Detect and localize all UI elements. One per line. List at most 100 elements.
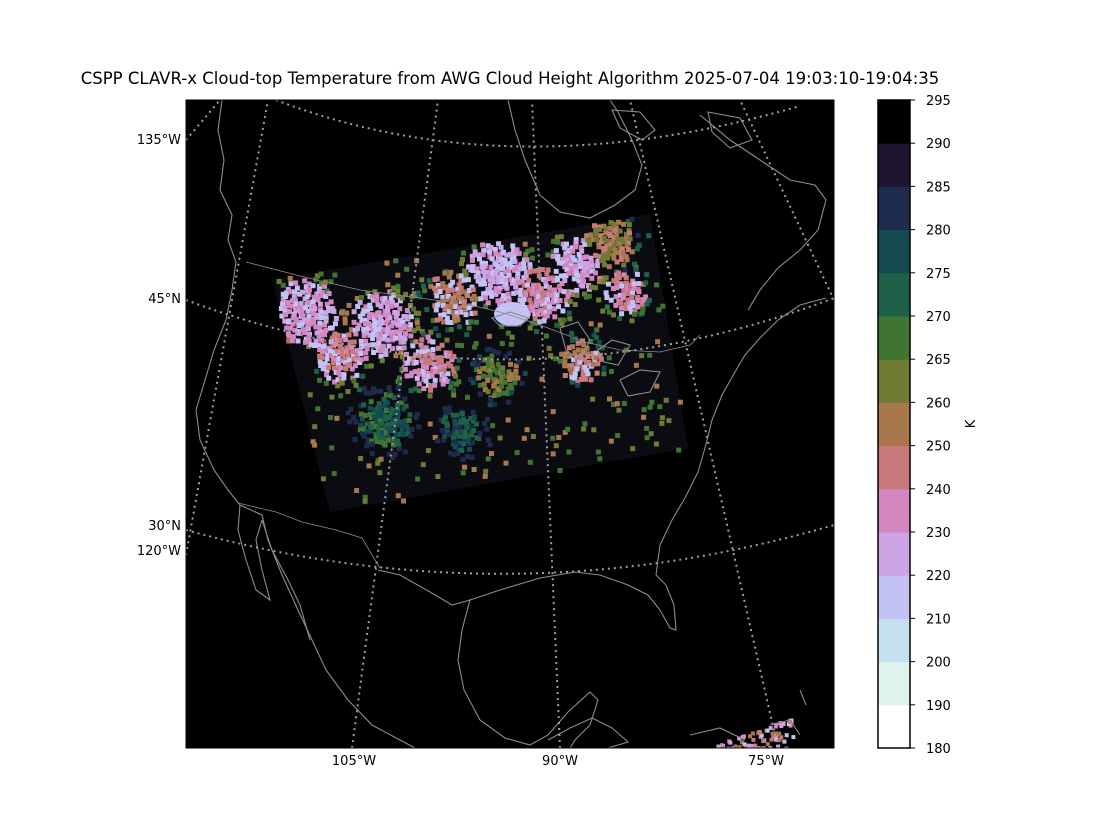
cloud-pixel	[395, 411, 401, 417]
cloud-pixel	[456, 282, 462, 288]
cloud-pixel	[584, 367, 590, 373]
cloud-pixel	[552, 314, 558, 320]
cloud-pixel	[351, 415, 357, 420]
cloud-pixel	[481, 278, 487, 284]
cloud-pixel	[657, 404, 663, 410]
cloud-pixel	[388, 295, 394, 301]
cloud-pixel	[629, 309, 635, 315]
cloud-pixel	[773, 724, 778, 729]
cloud-pixel	[432, 434, 438, 440]
cloud-pixel	[465, 454, 470, 460]
cloud-pixel	[394, 402, 400, 408]
cloud-pixel	[567, 316, 573, 322]
cloud-pixel	[343, 349, 349, 355]
cloud-pixel	[293, 301, 299, 307]
cloud-pixel	[320, 290, 326, 295]
cloud-pixel	[588, 338, 594, 344]
cloud-pixel	[403, 291, 409, 297]
cloud-pixel	[484, 367, 490, 373]
coastlines	[195, 100, 827, 748]
cloud-pixel	[360, 430, 365, 436]
cloud-pixel	[461, 303, 467, 309]
us-mexico-border	[237, 502, 381, 569]
cloud-pixel	[443, 410, 449, 416]
cloud-pixel	[523, 269, 529, 275]
lat-label-45n: 45°N	[148, 292, 181, 307]
cloud-pixel	[585, 265, 590, 271]
cloud-pixel	[487, 286, 493, 292]
cloud-pixel	[456, 290, 462, 296]
cloud-pixel	[457, 305, 462, 311]
cloud-pixel	[376, 341, 382, 346]
cloud-pixel	[388, 411, 394, 417]
cloud-pixel	[559, 321, 565, 327]
cloud-pixel	[506, 265, 512, 271]
cloud-pixel	[521, 296, 527, 302]
cloud-pixel	[385, 299, 391, 305]
cloud-pixel	[463, 424, 469, 430]
cloud-pixel	[416, 371, 422, 377]
cloud-pixel	[589, 263, 595, 269]
cloud-pixel	[485, 243, 491, 249]
cloud-pixel	[331, 365, 337, 371]
cloud-pixel	[407, 322, 413, 328]
cloud-pixel	[321, 344, 326, 350]
cloud-pixel	[352, 363, 358, 369]
cloud-pixel	[364, 343, 369, 348]
cloud-pixel	[368, 415, 374, 420]
latitude-labels: 135°W 45°N 30°N 120°W	[137, 133, 181, 559]
cloud-pixel	[430, 347, 436, 352]
cloud-pixel	[290, 303, 296, 309]
labrador-coast	[699, 114, 827, 311]
cloud-pixel	[580, 347, 586, 353]
cloud-pixel	[317, 320, 323, 326]
cloud-pixel	[528, 300, 534, 306]
cloud-pixel	[633, 362, 639, 368]
cloud-pixel	[444, 315, 450, 321]
cloud-pixel	[629, 318, 635, 324]
colorbar-tick-label: 200	[926, 656, 951, 671]
cloud-pixel	[614, 259, 620, 265]
satellite-swath	[272, 214, 688, 512]
cloud-pixel	[571, 270, 577, 276]
colorbar-segment	[878, 532, 910, 576]
cloud-pixel	[627, 282, 633, 288]
cloud-pixel	[376, 401, 382, 407]
cloud-pixel	[423, 345, 429, 351]
cloud-pixel	[432, 377, 438, 383]
cloud-pixel	[490, 279, 496, 285]
cloud-pixel	[624, 257, 630, 263]
cloud-pixel	[557, 358, 563, 364]
cloud-pixel	[375, 410, 381, 416]
cloud-pixel	[400, 319, 406, 325]
cloud-pixel	[318, 363, 324, 368]
cloud-pixel	[608, 297, 614, 303]
cloud-pixel	[759, 733, 764, 738]
colorbar-segment	[878, 229, 910, 274]
cloud-pixel	[419, 337, 425, 343]
cloud-pixel	[550, 292, 556, 298]
cloud-pixel	[366, 314, 372, 320]
cloud-pixel	[489, 353, 495, 359]
cloud-pixel	[493, 286, 499, 291]
cloud-pixel	[534, 302, 539, 308]
cloud-pixel	[565, 426, 571, 432]
cloud-pixel	[644, 272, 650, 278]
cloud-pixel	[375, 458, 381, 464]
cloud-pixel	[403, 418, 408, 424]
cloud-pixel	[343, 337, 348, 343]
cloud-pixel	[487, 250, 493, 255]
cloud-pixel	[476, 436, 482, 442]
cloud-pixel	[314, 314, 320, 320]
cloud-pixel	[404, 308, 410, 314]
cloud-pixel	[565, 258, 571, 263]
cloud-pixel	[437, 364, 443, 370]
cloud-pixel	[283, 312, 288, 318]
cloud-pixel	[774, 734, 779, 739]
cloud-pixel	[318, 329, 324, 335]
cloud-pixel	[597, 275, 603, 281]
cloud-pixel	[526, 305, 532, 311]
cloud-pixel	[395, 493, 401, 499]
cloud-pixel	[503, 354, 509, 360]
cloud-pixel	[604, 243, 610, 249]
